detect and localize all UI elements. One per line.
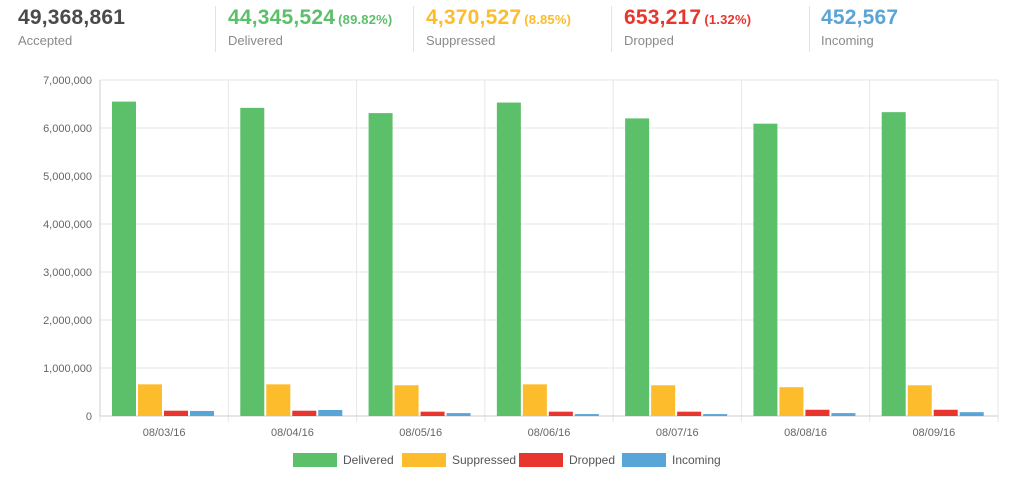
stat-delivered: 44,345,524 (89.82%) Delivered [215,6,424,52]
bar-dropped [164,410,188,416]
bar-dropped [292,410,317,416]
x-tick-label: 08/04/16 [271,427,314,439]
stat-dropped: 653,217 (1.32%) Dropped [611,6,810,52]
bar-incoming [574,414,599,416]
stat-dropped-percent: (1.32%) [704,12,752,27]
stat-dropped-label: Dropped [624,33,674,48]
x-tick-label: 08/03/16 [143,427,186,439]
bar-suppressed [138,384,162,416]
legend-label: Incoming [672,453,721,467]
summary-stats: 49,368,861 Accepted 44,345,524 (89.82%) D… [0,0,1024,60]
legend-label: Delivered [343,453,394,467]
bar-delivered [881,112,906,416]
x-tick-label: 08/06/16 [528,427,571,439]
y-tick-label: 3,000,000 [43,267,92,279]
x-tick-label: 08/09/16 [912,427,955,439]
bar-incoming [959,412,984,416]
stat-incoming-label: Incoming [821,33,874,48]
bar-incoming [831,413,856,416]
bar-suppressed [779,387,804,416]
y-tick-label: 0 [86,411,92,423]
bar-suppressed [522,384,547,416]
legend-label: Suppressed [452,453,517,467]
bar-incoming [190,410,214,416]
stat-delivered-percent: (89.82%) [338,12,393,27]
legend-label: Dropped [569,453,616,467]
stat-incoming-value: 452,567 [821,6,899,29]
bar-delivered [496,102,521,416]
legend-item-suppressed[interactable]: Suppressed [402,452,516,468]
stat-suppressed-percent: (8.85%) [524,12,572,27]
bar-suppressed [651,385,676,416]
bar-suppressed [394,385,419,416]
x-tick-label: 08/05/16 [399,427,442,439]
bar-dropped [548,411,573,416]
stat-suppressed-value: 4,370,527 [426,6,522,29]
legend-swatch [293,453,337,467]
y-tick-label: 7,000,000 [43,75,92,87]
y-tick-label: 6,000,000 [43,123,92,135]
y-tick-label: 1,000,000 [43,363,92,375]
bar-dropped [677,411,702,416]
bar-delivered [112,101,136,416]
bar-incoming [318,410,343,416]
y-tick-label: 5,000,000 [43,171,92,183]
y-tick-label: 4,000,000 [43,219,92,231]
stat-incoming: 452,567 Incoming [809,6,1011,52]
bar-delivered [240,107,265,416]
legend-item-delivered[interactable]: Delivered [293,452,403,468]
bar-dropped [420,411,445,416]
stat-accepted-value: 49,368,861 [18,6,126,29]
stat-accepted: 49,368,861 Accepted [18,6,208,52]
legend-swatch [402,453,446,467]
bar-dropped [805,409,830,416]
bar-dropped [933,409,958,416]
stat-suppressed-label: Suppressed [426,33,496,48]
x-tick-label: 08/08/16 [784,427,827,439]
legend-item-incoming[interactable]: Incoming [622,452,732,468]
bar-delivered [625,118,650,417]
chart-legend: Delivered Suppressed Dropped Incoming [0,450,1024,472]
stat-delivered-value: 44,345,524 [228,6,336,29]
y-tick-label: 2,000,000 [43,315,92,327]
bar-suppressed [907,385,932,416]
stat-suppressed: 4,370,527 (8.85%) Suppressed [413,6,612,52]
bar-chart: 0 1,000,000 2,000,000 3,000,000 4,000,000 5,0… [43,75,999,439]
legend-swatch [622,453,666,467]
stat-dropped-value: 653,217 [624,6,702,29]
bar-suppressed [266,384,291,416]
bar-incoming [446,413,471,416]
bar-delivered [753,123,778,417]
stat-delivered-label: Delivered [228,33,283,48]
stat-accepted-label: Accepted [18,33,73,48]
legend-swatch [519,453,563,467]
legend-item-dropped[interactable]: Dropped [519,452,629,468]
bar-delivered [368,113,393,416]
x-tick-label: 08/07/16 [656,427,699,439]
bar-incoming [703,414,728,416]
